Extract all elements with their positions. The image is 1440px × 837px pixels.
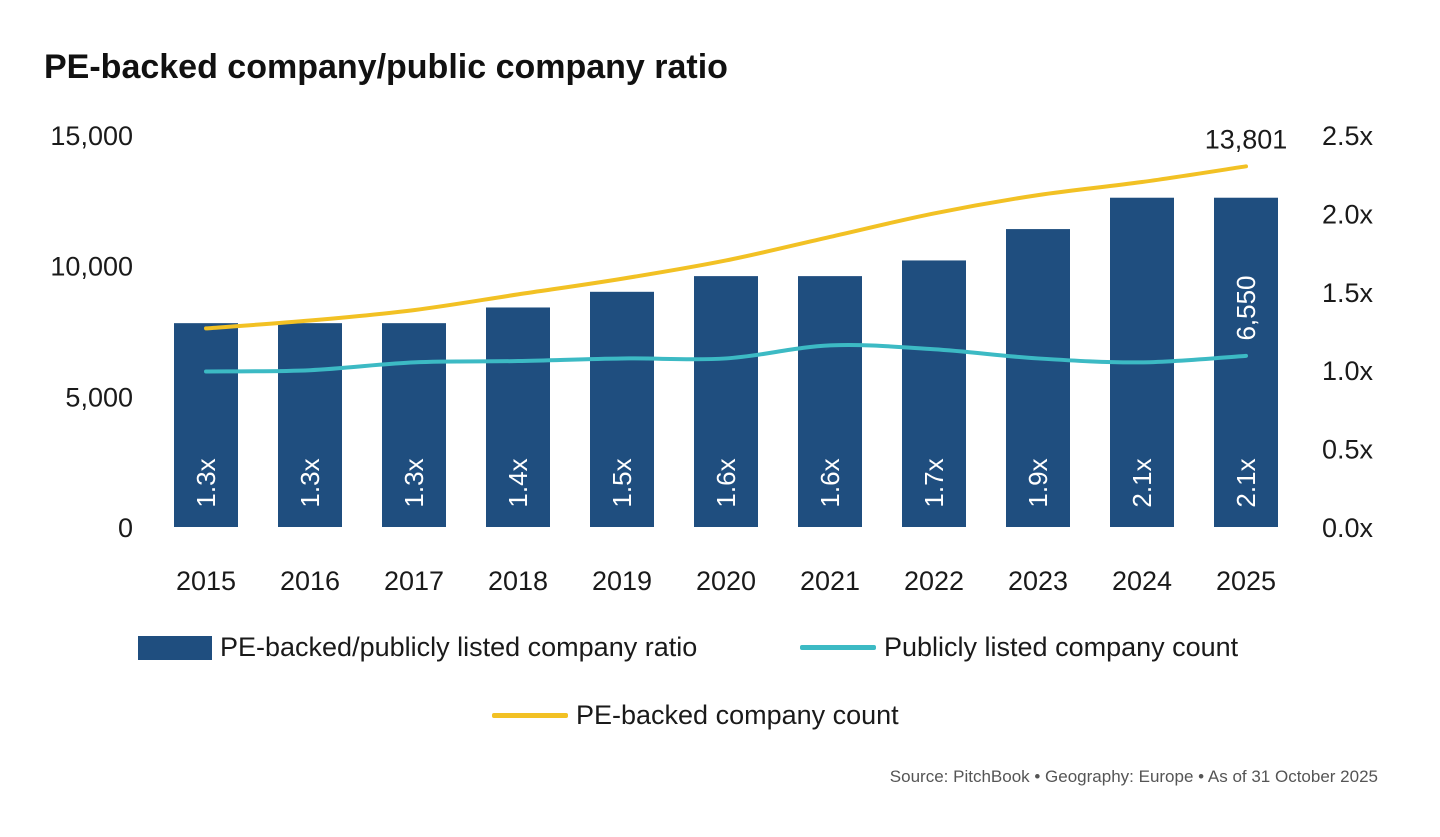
- x-tick-label: 2022: [904, 566, 964, 596]
- bar: [590, 291, 654, 527]
- bar-label: 1.9x: [1023, 458, 1053, 507]
- x-tick-label: 2024: [1112, 566, 1172, 596]
- x-tick-label: 2020: [696, 566, 756, 596]
- bar-label: 1.5x: [607, 458, 637, 507]
- bar: [486, 307, 550, 527]
- bar-label: 1.3x: [399, 458, 429, 507]
- legend-item-ratio: PE-backed/publicly listed company ratio: [138, 632, 697, 663]
- legend-item-pe: PE-backed company count: [492, 700, 899, 731]
- x-tick-label: 2016: [280, 566, 340, 596]
- x-tick-label: 2019: [592, 566, 652, 596]
- bar-labels-group: 1.3x 1.3x 1.3x 1.4x 1.5x 1.6x 1.6x 1.7x 1.9x 2.1x…: [191, 458, 1261, 507]
- bar-label: 2.1x: [1127, 458, 1157, 507]
- annotations-group: 13,801 6,550: [1205, 124, 1288, 340]
- x-axis-ticks: 2015 2016 2017 2018 2019 2020 2021 2022 2023 2024…: [176, 566, 1276, 596]
- bar: [902, 260, 966, 527]
- left-tick-label: 5,000: [65, 382, 133, 412]
- left-tick-label: 15,000: [50, 121, 133, 151]
- bar: [174, 323, 238, 527]
- left-tick-label: 0: [118, 513, 133, 543]
- legend-swatch-ratio: [138, 635, 212, 660]
- right-tick-label: 1.5x: [1322, 278, 1374, 308]
- bar: [694, 276, 758, 527]
- bar: [1006, 229, 1070, 527]
- legend-label-ratio: PE-backed/publicly listed company ratio: [220, 632, 698, 662]
- x-tick-label: 2021: [800, 566, 860, 596]
- pe-backed-company-line: [204, 164, 1248, 331]
- public-last-value-label: 6,550: [1231, 275, 1261, 340]
- right-tick-label: 0.0x: [1322, 513, 1374, 543]
- bar: [278, 323, 342, 527]
- x-tick-label: 2017: [384, 566, 444, 596]
- right-tick-label: 1.0x: [1322, 356, 1374, 386]
- left-axis-ticks: 0 5,000 10,000 15,000: [50, 121, 133, 543]
- pe-last-value-label: 13,801: [1205, 124, 1288, 154]
- bar-label: 1.7x: [919, 458, 949, 507]
- bar: [382, 323, 446, 527]
- x-tick-label: 2025: [1216, 566, 1276, 596]
- bar-label: 2.1x: [1231, 458, 1261, 507]
- x-tick-label: 2015: [176, 566, 236, 596]
- legend-item-public: Publicly listed company count: [800, 632, 1238, 663]
- right-tick-label: 0.5x: [1322, 435, 1374, 465]
- bar-label: 1.6x: [815, 458, 845, 507]
- chart-title: PE-backed company/public company ratio: [44, 48, 728, 86]
- lines-group: [204, 164, 1248, 374]
- right-axis-ticks: 0.0x 0.5x 1.0x 1.5x 2.0x 2.5x: [1322, 121, 1374, 543]
- left-tick-label: 10,000: [50, 252, 133, 282]
- bar-label: 1.3x: [295, 458, 325, 507]
- right-tick-label: 2.0x: [1322, 199, 1374, 229]
- bar-label: 1.3x: [191, 458, 221, 507]
- bar: [1214, 197, 1278, 527]
- legend-label-public: Publicly listed company count: [884, 632, 1239, 662]
- bar: [798, 276, 862, 527]
- x-tick-label: 2023: [1008, 566, 1068, 596]
- bar-label: 1.6x: [711, 458, 741, 507]
- legend-swatch-pe: [492, 713, 568, 718]
- public-company-line: [204, 342, 1248, 374]
- right-tick-label: 2.5x: [1322, 121, 1374, 151]
- source-note: Source: PitchBook • Geography: Europe • …: [889, 767, 1378, 786]
- x-tick-label: 2018: [488, 566, 548, 596]
- legend-swatch-public: [800, 645, 876, 650]
- bar-label: 1.4x: [503, 458, 533, 507]
- legend-label-pe: PE-backed company count: [576, 700, 899, 730]
- chart-canvas: 0 5,000 10,000 15,000 0.0x 0.5x 1.0x 1.5x 2.0x 2…: [50, 121, 1374, 596]
